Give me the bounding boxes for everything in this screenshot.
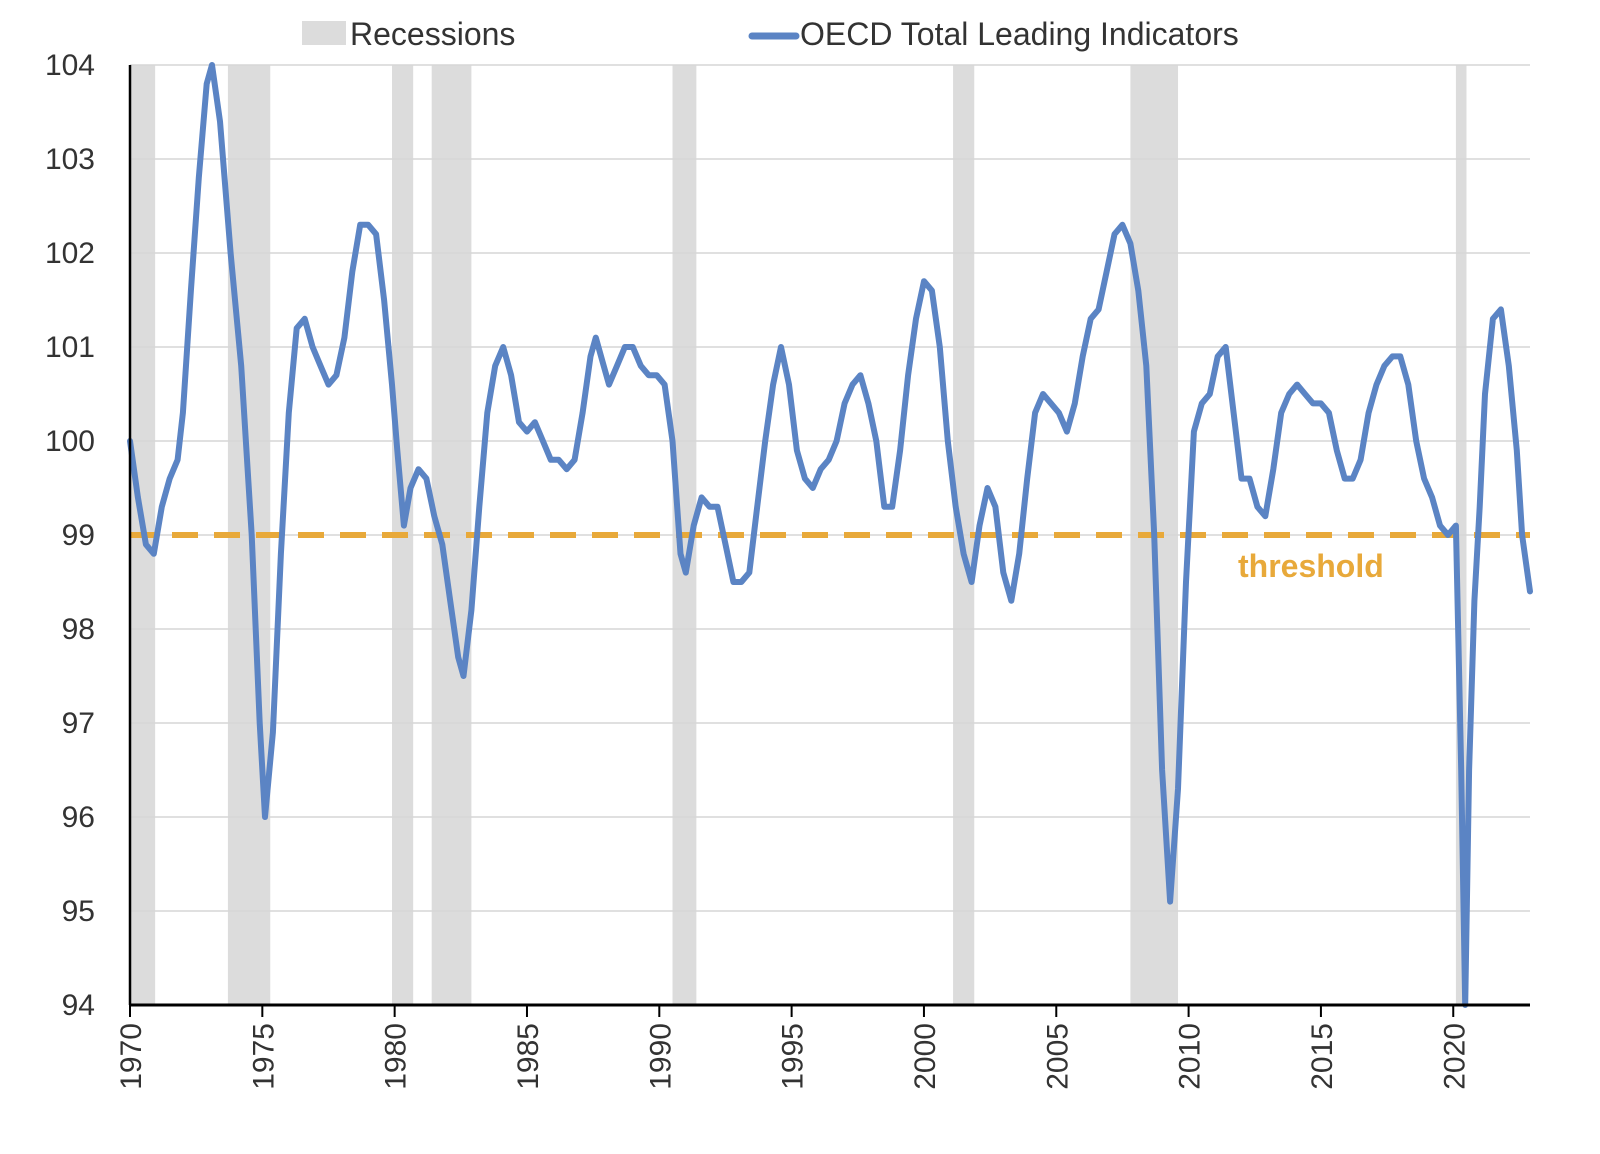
y-tick-label-103: 103	[45, 143, 95, 176]
y-tick-label-104: 104	[45, 49, 95, 82]
y-tick-label-99: 99	[62, 519, 95, 552]
series-lines	[127, 62, 1533, 1008]
x-tick-label-1995: 1995	[777, 1023, 810, 1090]
y-tick-label-96: 96	[62, 801, 95, 834]
x-tick-label-2000: 2000	[909, 1023, 942, 1090]
x-tick-label-1970: 1970	[115, 1023, 148, 1090]
legend-recessions-label: Recessions	[350, 16, 515, 52]
y-tick-label-98: 98	[62, 613, 95, 646]
x-tick-label-1990: 1990	[644, 1023, 677, 1090]
series-line-0	[127, 62, 1533, 1008]
x-tick-label-1985: 1985	[512, 1023, 545, 1090]
gridlines	[130, 64, 1530, 912]
legend-series-label: OECD Total Leading Indicators	[800, 16, 1239, 52]
y-tick-label-100: 100	[45, 425, 95, 458]
legend: Recessions OECD Total Leading Indicators	[302, 16, 1239, 52]
threshold-label: threshold	[1238, 548, 1384, 584]
x-tick-label-1980: 1980	[380, 1023, 413, 1090]
threshold: threshold	[130, 532, 1530, 584]
y-tick-label-94: 94	[62, 989, 95, 1022]
x-tick-label-2010: 2010	[1174, 1023, 1207, 1090]
y-tick-label-101: 101	[45, 331, 95, 364]
x-tick-label-1975: 1975	[247, 1023, 280, 1090]
axes: 104 103 102 101 100 99 98 97 96 95 94 1970 1975 1980 1…	[45, 49, 1530, 1090]
y-tick-label-95: 95	[62, 895, 95, 928]
x-tick-label-2005: 2005	[1041, 1023, 1074, 1090]
y-tick-label-97: 97	[62, 707, 95, 740]
y-tick-label-102: 102	[45, 237, 95, 270]
legend-recessions-swatch	[302, 21, 346, 45]
x-tick-label-2015: 2015	[1306, 1023, 1339, 1090]
x-tick-label-2020: 2020	[1438, 1023, 1471, 1090]
